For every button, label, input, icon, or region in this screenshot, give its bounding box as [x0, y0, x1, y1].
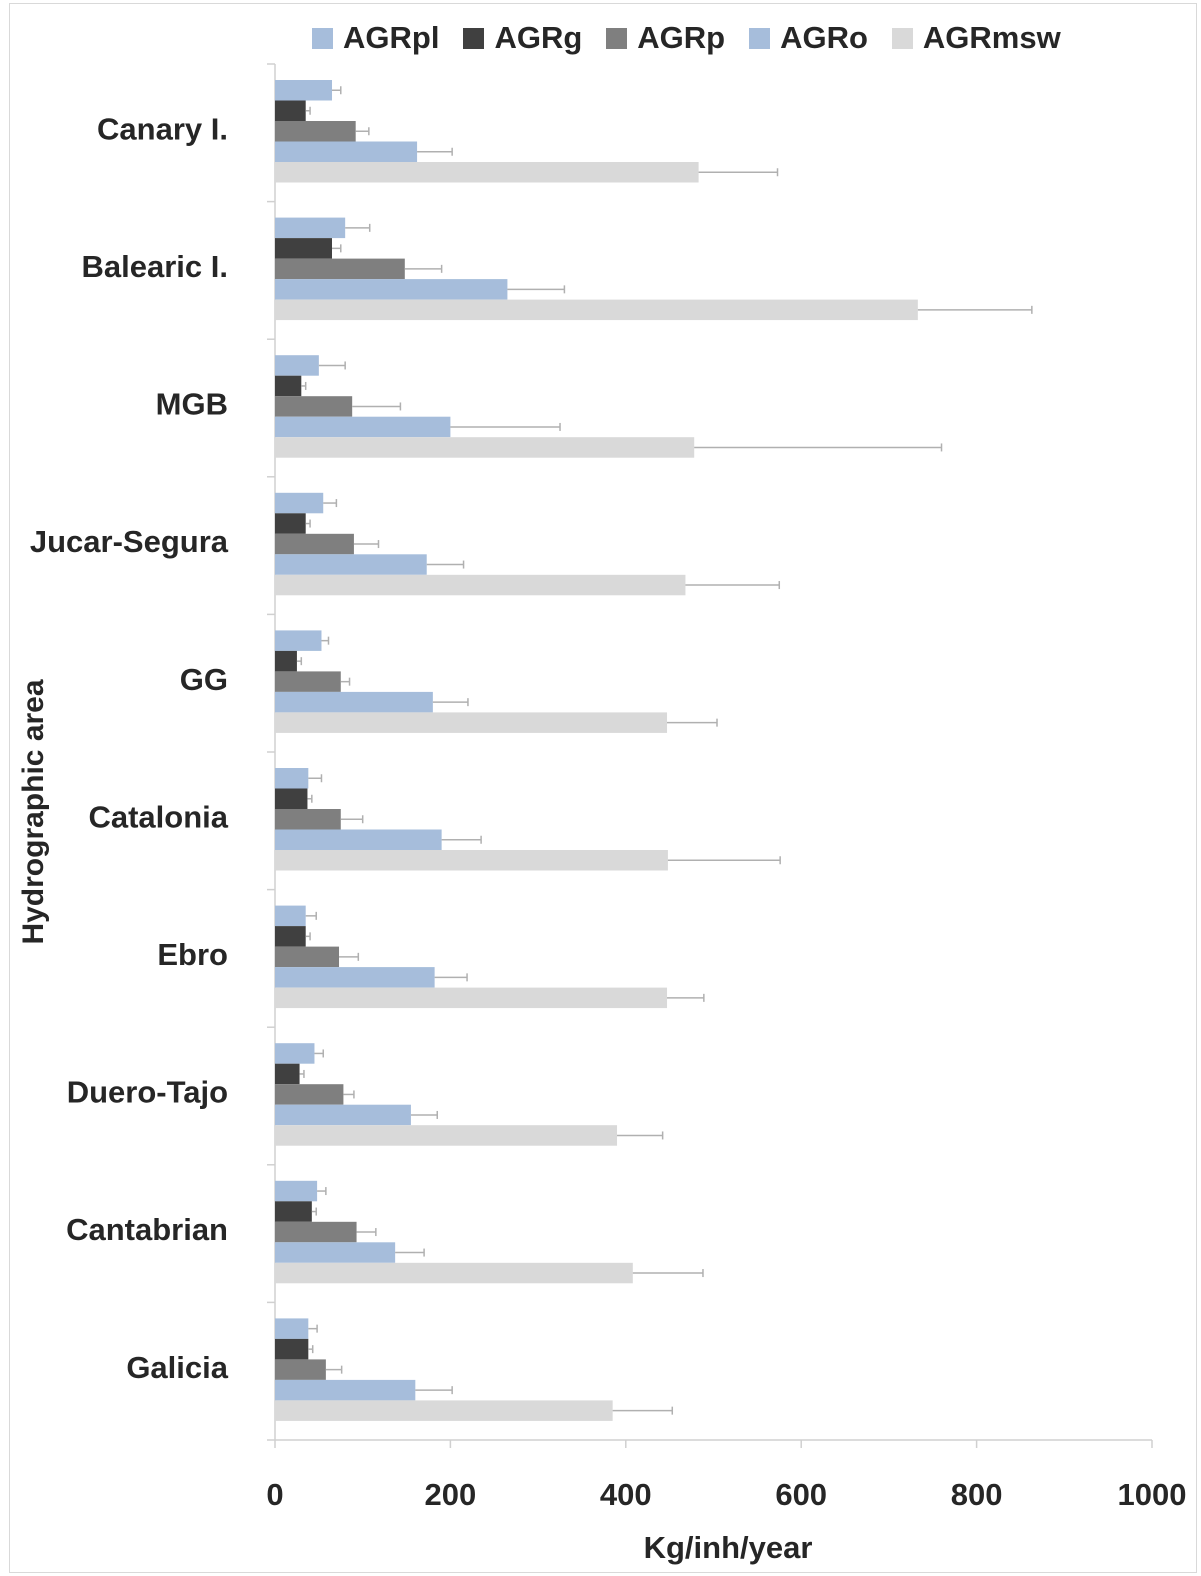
bar-agrg-mgb — [275, 375, 302, 397]
bar-agrpl-balearic-i — [275, 217, 346, 239]
bar-agrmsw-ebro — [275, 987, 668, 1009]
bar-agrg-duero-tajo — [275, 1063, 300, 1085]
legend-swatch-agrg — [463, 27, 485, 49]
bar-agrpl-cantabrian — [275, 1180, 318, 1202]
legend-label-agro: AGRo — [780, 20, 868, 55]
category-label-jucar-segura: Jucar-Segura — [30, 524, 229, 559]
bar-agrp-jucar-segura — [275, 533, 354, 555]
x-tick-label: 800 — [951, 1477, 1003, 1512]
bar-agro-duero-tajo — [275, 1104, 411, 1126]
bar-agrg-cantabrian — [275, 1201, 312, 1222]
bar-agrp-cantabrian — [275, 1221, 357, 1243]
chart-legend: AGRpl AGRg AGRp AGRo AGRmsw — [312, 18, 1085, 58]
category-label-catalonia: Catalonia — [88, 799, 228, 834]
bar-agrmsw-mgb — [275, 437, 695, 458]
bar-agrg-galicia — [275, 1338, 309, 1360]
bar-agrp-ebro — [275, 946, 340, 968]
bar-agrmsw-duero-tajo — [275, 1125, 618, 1146]
bar-agro-canary-i — [275, 141, 418, 162]
bar-agrmsw-catalonia — [275, 850, 668, 871]
legend-swatch-agro — [749, 27, 771, 49]
legend-item-agrp: AGRp — [606, 20, 725, 56]
legend-swatch-agrpl — [312, 27, 333, 49]
category-label-canary-i: Canary I. — [97, 111, 228, 146]
bar-agrp-catalonia — [275, 809, 341, 830]
x-tick-label: 200 — [425, 1477, 477, 1512]
bar-agrpl-catalonia — [275, 768, 309, 789]
bar-agrpl-galicia — [275, 1318, 309, 1339]
chart-frame — [9, 3, 1197, 1573]
bar-agrp-canary-i — [275, 121, 356, 142]
bar-agrp-balearic-i — [275, 258, 405, 280]
x-tick-label: 0 — [266, 1477, 283, 1512]
bar-agrg-gg — [275, 650, 297, 672]
bar-agrpl-jucar-segura — [275, 492, 324, 514]
bar-agrp-duero-tajo — [275, 1084, 344, 1105]
bar-agro-jucar-segura — [275, 554, 427, 575]
category-label-gg: GG — [180, 662, 228, 697]
bar-agrmsw-cantabrian — [275, 1262, 633, 1284]
x-axis-title: Kg/inh/year — [643, 1530, 813, 1565]
legend-swatch-agrmsw — [891, 27, 913, 49]
bar-agrg-ebro — [275, 926, 306, 947]
category-label-ebro: Ebro — [157, 937, 228, 972]
bar-agrg-catalonia — [275, 788, 308, 809]
bar-agrg-canary-i — [275, 100, 306, 121]
legend-item-agrmsw: AGRmsw — [891, 20, 1061, 56]
category-label-galicia: Galicia — [126, 1350, 228, 1385]
category-label-balearic-i: Balearic I. — [82, 249, 228, 284]
x-tick-label: 400 — [600, 1477, 652, 1512]
x-tick-label: 1000 — [1118, 1477, 1187, 1512]
legend-label-agrp: AGRp — [637, 20, 726, 55]
legend-label-agrg: AGRg — [494, 20, 583, 55]
bar-agrpl-mgb — [275, 355, 319, 376]
bar-agro-gg — [275, 691, 433, 713]
bar-agrp-mgb — [275, 396, 353, 417]
bar-agrpl-gg — [275, 630, 322, 651]
bar-agrg-jucar-segura — [275, 513, 306, 534]
bar-agrmsw-gg — [275, 712, 668, 733]
legend-swatch-agrp — [606, 27, 628, 49]
bar-agrmsw-canary-i — [275, 162, 699, 183]
bar-agro-cantabrian — [275, 1242, 396, 1263]
bar-agro-balearic-i — [275, 279, 508, 300]
legend-label-agrmsw: AGRmsw — [922, 20, 1061, 55]
bar-agro-galicia — [275, 1379, 416, 1401]
x-tick-label: 600 — [775, 1477, 827, 1512]
bar-agro-mgb — [275, 416, 451, 438]
legend-item-agrpl: AGRpl — [312, 20, 439, 56]
legend-item-agro: AGRo — [749, 20, 868, 56]
legend-label-agrpl: AGRpl — [343, 20, 440, 55]
bar-agrg-balearic-i — [275, 238, 333, 259]
y-axis-title: Hydrographic area — [17, 679, 50, 945]
bar-agrmsw-jucar-segura — [275, 574, 686, 596]
bar-agrpl-ebro — [275, 905, 306, 927]
legend-item-agrg: AGRg — [463, 20, 582, 56]
bar-agrmsw-galicia — [275, 1400, 613, 1421]
category-label-duero-tajo: Duero-Tajo — [67, 1075, 228, 1110]
bar-agrpl-canary-i — [275, 80, 333, 101]
bar-agro-ebro — [275, 967, 435, 988]
bar-agrp-galicia — [275, 1359, 326, 1380]
bar-agrmsw-balearic-i — [275, 299, 918, 321]
bar-agrpl-duero-tajo — [275, 1043, 315, 1064]
bar-agro-catalonia — [275, 829, 442, 850]
category-label-mgb: MGB — [156, 387, 228, 422]
category-label-cantabrian: Cantabrian — [66, 1212, 228, 1247]
bar-agrp-gg — [275, 671, 341, 692]
